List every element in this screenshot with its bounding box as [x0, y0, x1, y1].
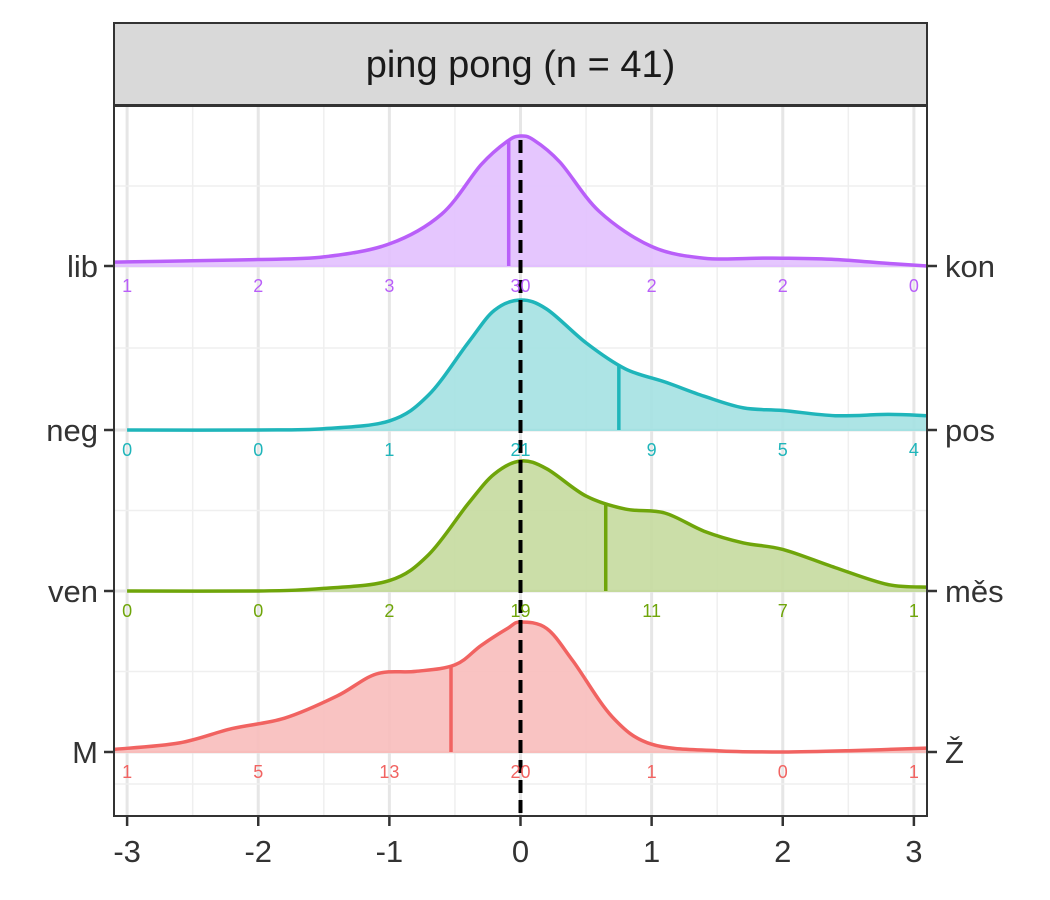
y-label-right: pos [945, 413, 995, 448]
x-tick-label: 3 [905, 834, 922, 869]
count-labels: 1 2 3 30 2 2 00 0 1 21 9 5 40 0 2 19 11 7 11 5 13 20 1 0 1 [122, 276, 919, 782]
count-label: 2 [253, 276, 263, 296]
count-label: 1 [384, 440, 394, 460]
y-axis-left: lib neg ven M [46, 249, 114, 770]
y-label-right: měs [945, 574, 1004, 609]
count-label: 2 [647, 276, 657, 296]
x-tick-label: 1 [643, 834, 660, 869]
x-tick-label: -2 [244, 834, 272, 869]
count-label: 7 [778, 601, 788, 621]
count-label: 0 [909, 276, 919, 296]
count-label: 19 [510, 601, 530, 621]
x-tick-label: -1 [376, 834, 404, 869]
strip-background [113, 22, 928, 106]
ridge-line-M [113, 620, 928, 754]
ridge-line-neg [127, 298, 928, 432]
count-label: 1 [647, 762, 657, 782]
count-label: 2 [384, 601, 394, 621]
count-label: 1 [909, 762, 919, 782]
y-label-left: lib [67, 249, 98, 284]
count-label: 20 [510, 762, 530, 782]
y-label-left: M [72, 735, 98, 770]
x-tick-label: -3 [113, 834, 141, 869]
count-label: 9 [647, 440, 657, 460]
x-axis: -3 -2 -1 0 1 2 3 [113, 816, 923, 869]
ridge-area-neg [127, 299, 928, 431]
count-label: 4 [909, 440, 919, 460]
count-label: 5 [253, 762, 263, 782]
x-tick-label: 2 [774, 834, 791, 869]
count-label: 3 [384, 276, 394, 296]
count-label: 0 [778, 762, 788, 782]
ridge-line-lib [113, 134, 928, 268]
ridge-area-ven [127, 460, 928, 592]
count-label: 13 [379, 762, 399, 782]
count-label: 0 [253, 601, 263, 621]
count-label: 2 [778, 276, 788, 296]
y-label-left: neg [46, 413, 98, 448]
count-label: 0 [253, 440, 263, 460]
count-label: 1 [122, 276, 132, 296]
count-label: 1 [122, 762, 132, 782]
y-label-right: Ž [945, 735, 964, 770]
count-label: 0 [122, 440, 132, 460]
count-label: 30 [510, 276, 530, 296]
count-label: 1 [909, 601, 919, 621]
count-label: 5 [778, 440, 788, 460]
y-axis-right: kon pos měs Ž [927, 249, 1004, 770]
y-label-right: kon [945, 249, 995, 284]
chart-title: ping pong (n = 41) [366, 44, 676, 86]
y-label-left: ven [48, 574, 98, 609]
x-tick-label: 0 [512, 834, 529, 869]
count-label: 0 [122, 601, 132, 621]
ridge-line-ven [127, 459, 928, 593]
count-label: 11 [642, 601, 661, 621]
count-label: 21 [510, 440, 530, 460]
